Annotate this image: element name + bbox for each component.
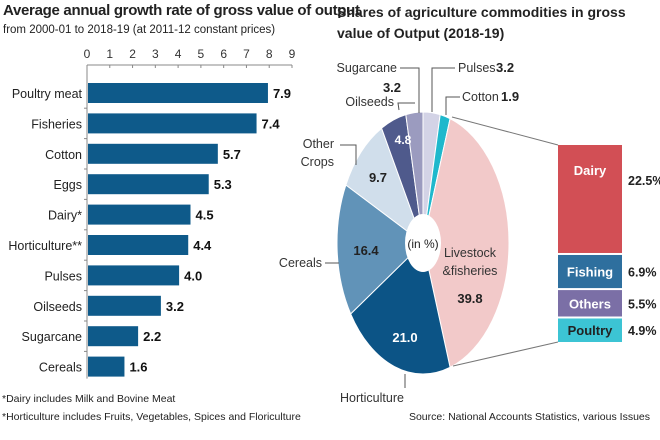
pie-value-other-crops: 9.7 bbox=[369, 170, 387, 185]
pie-value-cotton: 1.9 bbox=[501, 89, 519, 104]
y-category-label: Fisheries bbox=[31, 117, 82, 131]
stacked-value-dairy: 22.5% bbox=[628, 174, 660, 188]
bar-value-label: 1.6 bbox=[129, 360, 147, 375]
bar-fisheries bbox=[88, 113, 257, 134]
pie-value-pulses: 3.2 bbox=[496, 60, 514, 75]
bar-poultry-meat bbox=[88, 83, 268, 103]
leader-cotton bbox=[445, 96, 460, 115]
bar-value-label: 4.4 bbox=[193, 238, 212, 253]
pie-label-cotton: Cotton bbox=[462, 90, 499, 104]
pie-center-label: (in %) bbox=[407, 237, 438, 251]
bar-dairy- bbox=[88, 204, 191, 225]
bar-sugarcane bbox=[88, 326, 139, 347]
stacked-label-poultry: Poultry bbox=[568, 323, 614, 338]
x-tick-label: 7 bbox=[243, 47, 250, 61]
footnote-dairy: *Dairy includes Milk and Bovine Meat bbox=[2, 393, 176, 405]
pie-label-oilseeds: Oilseeds bbox=[345, 95, 394, 109]
pie-value-sugarcane: 3.2 bbox=[383, 80, 401, 95]
y-category-label: Dairy* bbox=[48, 209, 82, 223]
stacked-value-others: 5.5% bbox=[628, 297, 657, 311]
stacked-segment-poultry bbox=[558, 318, 622, 342]
pie-value-cereals: 16.4 bbox=[353, 243, 379, 258]
bar-value-label: 5.3 bbox=[214, 177, 232, 192]
y-category-label: Eggs bbox=[54, 178, 83, 192]
pie-slice-horticulture bbox=[350, 242, 451, 375]
pie-label-other-crops-1: Other bbox=[303, 137, 334, 151]
bar-cotton bbox=[88, 143, 218, 164]
pie-chart-title: Shares of agriculture commodities in gro… bbox=[337, 4, 626, 41]
pie-label-horticulture: Horticulture bbox=[340, 391, 404, 405]
pie-label-livestock-line2: &fisheries bbox=[443, 264, 498, 278]
stacked-label-dairy: Dairy bbox=[574, 163, 607, 178]
pie-value-livestock: 39.8 bbox=[457, 291, 482, 306]
pie-label-cereals: Cereals bbox=[279, 256, 322, 270]
footnote-horticulture: *Horticulture includes Fruits, Vegetable… bbox=[2, 411, 301, 423]
bar-value-label: 4.0 bbox=[184, 268, 202, 283]
y-category-label: Sugarcane bbox=[22, 330, 83, 344]
leader-oilseeds bbox=[397, 102, 415, 111]
y-category-label: Horticulture** bbox=[8, 239, 82, 253]
pie-slice-cereals bbox=[336, 184, 424, 315]
x-tick-label: 3 bbox=[152, 47, 159, 61]
pie-value-horticulture: 21.0 bbox=[392, 330, 417, 345]
bar-value-label: 5.7 bbox=[223, 147, 241, 162]
pie-label-livestock-line1: Livestock bbox=[444, 246, 497, 260]
bar-chart-subtitle: from 2000-01 to 2018-19 (at 2011-12 cons… bbox=[3, 24, 276, 36]
x-tick-label: 6 bbox=[220, 47, 227, 61]
pie-slice-livestock-fisheries bbox=[422, 117, 510, 369]
x-tick-label: 4 bbox=[175, 47, 182, 61]
leader-sugarcane bbox=[400, 67, 420, 113]
x-tick-label: 9 bbox=[289, 47, 296, 61]
y-category-label: Cereals bbox=[39, 361, 82, 375]
bar-pulses bbox=[88, 265, 180, 286]
x-tick-label: 8 bbox=[266, 47, 273, 61]
bar-eggs bbox=[88, 174, 209, 195]
stacked-label-fishing: Fishing bbox=[567, 265, 613, 280]
connector-top bbox=[451, 116, 559, 146]
pie-label-other-crops-2: Crops bbox=[301, 155, 334, 169]
x-tick-label: 0 bbox=[84, 47, 91, 61]
stacked-label-others: Others bbox=[569, 296, 611, 311]
connector-bottom bbox=[452, 341, 559, 367]
bar-value-label: 7.9 bbox=[273, 86, 291, 101]
bar-value-label: 2.2 bbox=[143, 329, 161, 344]
leader-pulses bbox=[431, 67, 455, 112]
y-category-label: Oilseeds bbox=[33, 300, 82, 314]
stacked-segment-others bbox=[558, 290, 622, 317]
stacked-value-poultry: 4.9% bbox=[628, 324, 657, 338]
y-category-label: Pulses bbox=[44, 269, 82, 283]
pie-value-oilseeds: 4.8 bbox=[395, 133, 412, 147]
bar-value-label: 3.2 bbox=[166, 299, 184, 314]
x-tick-label: 1 bbox=[106, 47, 113, 61]
pie-label-pulses: Pulses bbox=[458, 61, 496, 75]
pie-slice-sugarcane bbox=[405, 111, 424, 244]
x-tick-label: 5 bbox=[198, 47, 205, 61]
x-tick-label: 2 bbox=[129, 47, 136, 61]
stacked-segment-dairy bbox=[558, 145, 622, 253]
leader-other-crops bbox=[340, 144, 357, 165]
y-category-label: Poultry meat bbox=[12, 87, 83, 101]
bar-chart-title: Average annual growth rate of gross valu… bbox=[3, 2, 360, 19]
source-note: Source: National Accounts Statistics, va… bbox=[408, 411, 650, 423]
stacked-value-fishing: 6.9% bbox=[628, 266, 657, 280]
pie-center-hole bbox=[405, 214, 441, 272]
bar-value-label: 7.4 bbox=[262, 116, 281, 131]
y-category-label: Cotton bbox=[45, 148, 82, 162]
pie-label-sugarcane: Sugarcane bbox=[337, 61, 398, 75]
bar-cereals bbox=[88, 356, 125, 377]
stacked-segment-fishing bbox=[558, 254, 622, 289]
bar-value-label: 4.5 bbox=[196, 208, 214, 223]
bar-oilseeds bbox=[88, 295, 161, 316]
bar-horticulture- bbox=[88, 235, 189, 255]
pie-slice-other-crops bbox=[345, 127, 425, 245]
